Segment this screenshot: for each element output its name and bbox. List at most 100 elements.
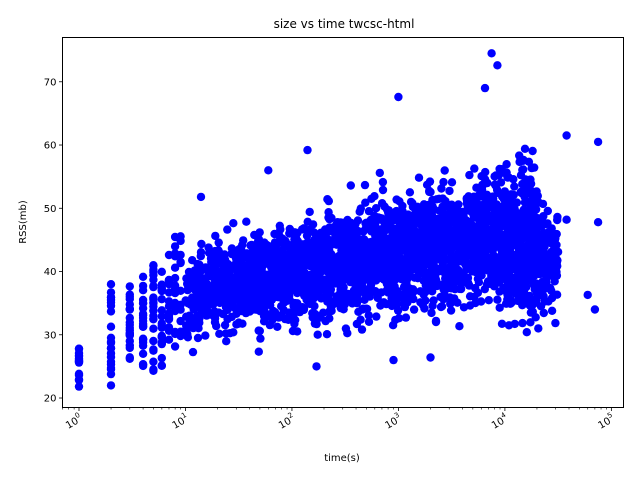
data-point <box>487 214 496 223</box>
data-point <box>341 249 350 258</box>
data-point <box>447 251 456 260</box>
data-point <box>348 296 357 305</box>
data-point <box>550 277 559 286</box>
data-point <box>106 322 116 331</box>
data-point <box>408 285 418 294</box>
data-point <box>149 314 158 323</box>
data-point <box>312 362 321 371</box>
data-point <box>518 301 527 310</box>
data-point <box>313 330 322 339</box>
data-point <box>440 166 449 175</box>
data-point <box>460 238 469 248</box>
data-point <box>360 180 370 190</box>
data-point <box>431 316 441 326</box>
data-point <box>327 213 336 223</box>
data-point <box>241 308 251 318</box>
data-point <box>496 234 505 244</box>
data-point <box>261 245 270 254</box>
data-point <box>481 218 490 228</box>
data-point <box>351 220 360 229</box>
data-point <box>593 137 603 147</box>
data-point <box>366 251 376 260</box>
data-point <box>308 309 317 318</box>
data-point <box>251 262 260 271</box>
data-point <box>370 215 379 224</box>
data-point <box>344 274 354 283</box>
data-point <box>338 229 348 238</box>
data-point <box>349 286 359 295</box>
data-point <box>369 242 378 252</box>
data-point <box>456 284 466 294</box>
data-point <box>394 92 403 102</box>
data-point <box>269 248 279 257</box>
data-point <box>238 240 247 250</box>
data-point <box>511 259 521 268</box>
data-point <box>157 338 166 347</box>
data-point <box>503 295 512 304</box>
data-point <box>414 173 424 182</box>
data-point <box>400 255 409 264</box>
data-point <box>219 291 228 300</box>
data-point <box>533 214 542 223</box>
data-point <box>149 324 158 333</box>
data-point <box>157 280 166 289</box>
data-point <box>551 318 560 328</box>
data-point <box>74 352 84 361</box>
y-tick-label: 60 <box>44 141 57 152</box>
data-point <box>239 284 248 293</box>
data-point <box>299 224 308 233</box>
data-point <box>343 215 352 225</box>
data-point <box>319 308 328 317</box>
data-point <box>464 206 474 215</box>
data-point <box>471 298 480 308</box>
data-point <box>512 290 522 299</box>
data-point <box>485 279 495 288</box>
data-point <box>219 252 228 262</box>
data-point <box>429 277 439 287</box>
data-point <box>357 305 367 314</box>
x-axis-label: time(s) <box>324 453 360 464</box>
data-point <box>215 329 224 338</box>
data-point <box>149 357 158 366</box>
data-point <box>487 49 496 58</box>
data-point <box>462 277 471 286</box>
data-point <box>532 228 542 237</box>
data-point <box>418 300 427 309</box>
data-point <box>437 302 447 311</box>
data-point <box>305 253 315 262</box>
data-point <box>138 360 148 369</box>
data-point <box>149 282 158 292</box>
data-point <box>254 347 263 356</box>
data-point <box>375 168 384 178</box>
data-point <box>261 310 270 320</box>
data-point <box>454 272 463 281</box>
data-point <box>223 225 232 234</box>
data-point <box>536 302 546 311</box>
data-point <box>229 328 238 337</box>
data-point <box>242 217 251 226</box>
data-point <box>305 271 314 280</box>
data-point <box>380 226 389 235</box>
data-point <box>447 214 457 223</box>
data-point <box>483 178 492 188</box>
data-point <box>527 163 536 173</box>
data-point <box>539 277 548 287</box>
data-point <box>149 366 158 375</box>
data-point <box>259 260 268 269</box>
data-point <box>520 212 530 221</box>
data-point <box>328 301 337 310</box>
data-point <box>519 165 528 174</box>
data-point <box>245 292 254 301</box>
data-point <box>446 299 455 309</box>
data-point <box>522 226 531 235</box>
data-point <box>157 312 166 321</box>
data-point <box>318 246 328 255</box>
y-tick-label: 70 <box>44 77 57 88</box>
data-point <box>505 277 514 286</box>
data-point <box>522 233 531 242</box>
data-point <box>323 264 333 274</box>
data-point <box>428 212 437 222</box>
data-point <box>260 271 269 281</box>
data-point <box>176 250 185 260</box>
